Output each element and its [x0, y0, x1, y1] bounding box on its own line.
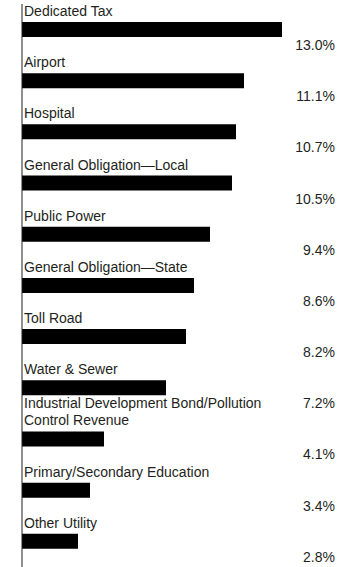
- svg-text:General Obligation—State: General Obligation—State: [24, 259, 188, 275]
- svg-text:Toll Road: Toll Road: [24, 310, 82, 326]
- svg-text:Primary/Secondary Education: Primary/Secondary Education: [24, 464, 209, 480]
- svg-text:General Obligation—Local: General Obligation—Local: [24, 157, 188, 173]
- svg-text:10.5%: 10.5%: [295, 191, 335, 207]
- svg-text:2.8%: 2.8%: [303, 549, 335, 565]
- svg-text:10.7%: 10.7%: [295, 139, 335, 155]
- svg-text:Industrial Development Bond/Po: Industrial Development Bond/Pollution: [24, 395, 261, 411]
- svg-text:7.2%: 7.2%: [303, 395, 335, 411]
- svg-text:Airport: Airport: [24, 54, 65, 70]
- svg-text:9.4%: 9.4%: [303, 242, 335, 258]
- svg-text:Hospital: Hospital: [24, 105, 75, 121]
- svg-text:13.0%: 13.0%: [295, 37, 335, 53]
- svg-text:Other Utility: Other Utility: [24, 515, 97, 531]
- svg-text:8.6%: 8.6%: [303, 293, 335, 309]
- svg-text:Control Revenue: Control Revenue: [24, 412, 129, 428]
- svg-text:Water & Sewer: Water & Sewer: [24, 361, 118, 377]
- svg-text:3.4%: 3.4%: [303, 498, 335, 514]
- svg-text:4.1%: 4.1%: [303, 446, 335, 462]
- svg-text:Public Power: Public Power: [24, 208, 106, 224]
- svg-text:11.1%: 11.1%: [296, 88, 335, 104]
- svg-text:Dedicated Tax: Dedicated Tax: [24, 3, 112, 19]
- svg-text:8.2%: 8.2%: [303, 344, 335, 360]
